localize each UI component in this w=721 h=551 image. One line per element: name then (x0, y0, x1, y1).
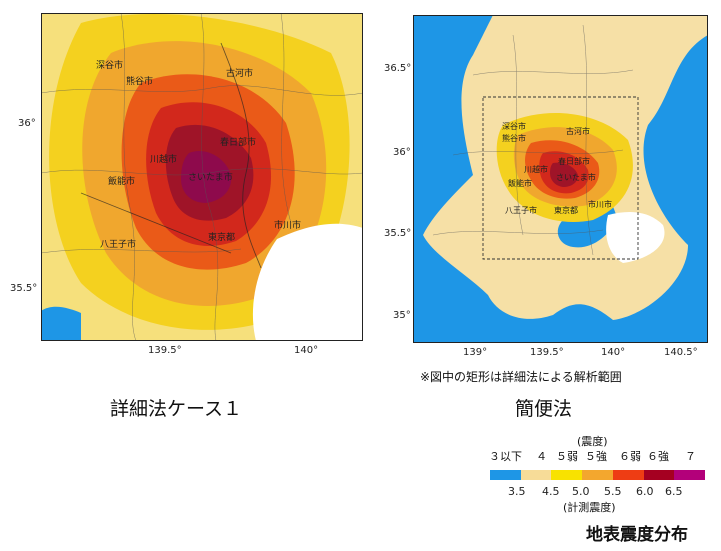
legend-threshold-5: 6.0 (636, 485, 654, 498)
right-map-x-tick-2: 139.5° (530, 347, 564, 358)
legend-color-swatch (582, 470, 614, 480)
right-map-caption: 簡便法 (515, 398, 573, 420)
legend-class-5: ６弱 (619, 450, 641, 463)
left-city-koga: 古河市 (226, 69, 254, 79)
left-map-y-tick-2: 35.5° (10, 283, 38, 294)
left-city-kumagaya: 熊谷市 (126, 77, 154, 87)
right-map-y-tick-4: 35° (393, 310, 411, 321)
legend-class-1: ３以下 (489, 450, 522, 463)
legend-class-6: ６強 (647, 450, 669, 463)
right-map-x-tick-3: 140° (601, 347, 626, 358)
right-map-y-tick-1: 36.5° (384, 63, 412, 74)
legend-threshold-3: 5.0 (572, 485, 590, 498)
legend-color-swatch (520, 470, 552, 480)
legend-threshold-2: 4.5 (542, 485, 560, 498)
legend-class-3: ５弱 (556, 450, 578, 463)
right-city-tokyo: 東京都 (554, 206, 578, 215)
right-city-kawagoe: 川越市 (524, 165, 548, 174)
left-city-ichikawa: 市川市 (274, 221, 302, 231)
left-city-fukaya: 深谷市 (96, 61, 124, 71)
right-map-y-tick-3: 35.5° (384, 228, 412, 239)
left-map-y-tick-1: 36° (18, 118, 36, 129)
legend-class-4: ５強 (585, 450, 607, 463)
legend-color-swatch (643, 470, 675, 480)
right-city-fukaya: 深谷市 (502, 122, 526, 131)
detailed-method-map (41, 13, 363, 341)
legend-title-bottom: (計測震度) (563, 501, 616, 514)
legend-title-top: (震度) (577, 435, 608, 448)
right-city-ichikawa: 市川市 (588, 200, 612, 209)
legend-threshold-1: 3.5 (508, 485, 526, 498)
left-city-saitama: さいたま市 (188, 173, 233, 183)
right-city-saitama: さいたま市 (556, 173, 596, 182)
legend-threshold-4: 5.5 (604, 485, 622, 498)
right-map-y-tick-2: 36° (393, 147, 411, 158)
right-city-kumagaya: 熊谷市 (502, 134, 526, 143)
legend-class-2: ４ (536, 450, 547, 463)
simplified-method-map (413, 15, 708, 343)
left-map-x-tick-1: 139.5° (148, 345, 182, 356)
left-city-tokyo: 東京都 (208, 233, 236, 243)
legend-color-swatch (490, 470, 522, 480)
legend-class-7: ７ (685, 450, 696, 463)
right-city-hachioji: 八王子市 (505, 206, 537, 215)
left-city-hanno: 飯能市 (108, 177, 136, 187)
right-city-hanno: 飯能市 (508, 179, 532, 188)
left-city-hachioji: 八王子市 (100, 240, 137, 250)
right-map-x-tick-1: 139° (463, 347, 488, 358)
right-city-koga: 古河市 (566, 127, 590, 136)
left-city-kasukabe: 春日部市 (220, 138, 257, 148)
right-map-x-tick-4: 140.5° (664, 347, 698, 358)
legend-threshold-6: 6.5 (665, 485, 683, 498)
left-city-kawagoe: 川越市 (150, 155, 178, 165)
right-city-kasukabe: 春日部市 (558, 157, 590, 166)
legend-color-swatch (674, 470, 706, 480)
figure-title: 地表震度分布 (586, 525, 688, 545)
analysis-range-note: ※図中の矩形は詳細法による解析範囲 (420, 370, 622, 384)
legend-color-swatch (551, 470, 583, 480)
left-map-caption: 詳細法ケース１ (110, 398, 243, 420)
left-map-x-tick-2: 140° (294, 345, 319, 356)
legend-color-swatch (612, 470, 645, 480)
